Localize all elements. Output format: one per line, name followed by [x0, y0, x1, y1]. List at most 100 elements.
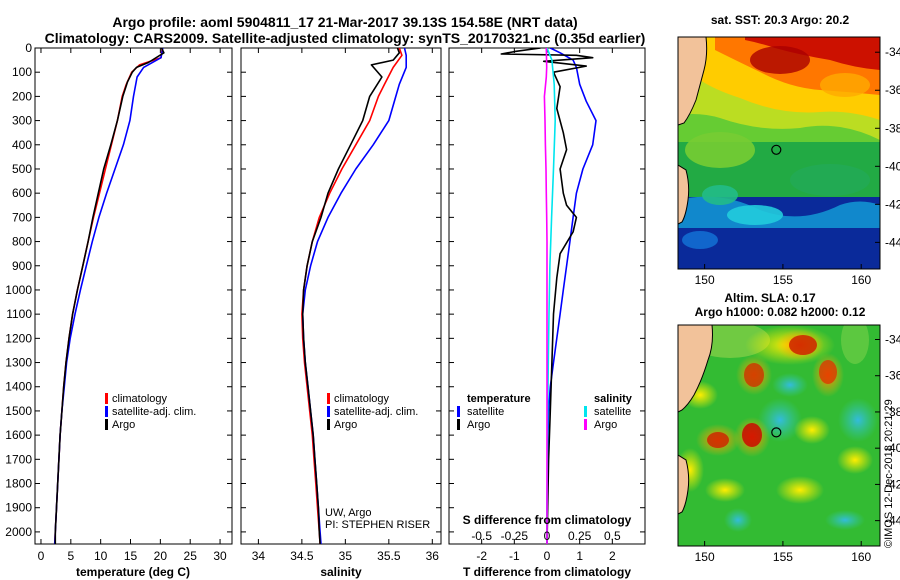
sla-map-frame: [677, 324, 881, 547]
depth-tick-label: 1600: [5, 428, 32, 442]
s-tick-label: 0: [544, 529, 551, 543]
salinity-panel-frame: [240, 47, 442, 545]
series-line-t-argo: [500, 48, 594, 544]
legend-mark-satellite: [105, 406, 108, 417]
salinity-panel-ticks: [241, 47, 441, 544]
x-tick-label: 25: [184, 549, 198, 563]
x-tick-label: 34: [252, 549, 266, 563]
depth-tick-label: 700: [12, 210, 32, 224]
t-difference-tick-labels: -2 -1 0 1 2: [476, 549, 616, 563]
legend-title-temperature: temperature: [467, 393, 531, 405]
lon-tick-label: 160: [851, 273, 871, 287]
s-tick-label: 0.25: [568, 529, 592, 543]
x-tick-label: 35: [339, 549, 353, 563]
x-tick-label: 1: [576, 549, 583, 563]
series-line-climatology: [53, 48, 163, 544]
credit-pi: PI: STEPHEN RISER: [325, 519, 430, 531]
legend-mark-climatology: [327, 393, 330, 404]
legend-label-s-satellite: satellite: [594, 406, 631, 418]
legend-mark-s-argo: [584, 419, 587, 430]
depth-tick-label: 200: [12, 89, 32, 103]
legend-label-satellite: satellite-adj. clim.: [334, 406, 418, 418]
depth-tick-label: 0: [25, 41, 32, 55]
legend-mark-s-satellite: [584, 406, 587, 417]
temperature-panel-ticks: [35, 47, 232, 544]
lon-tick-label: 150: [695, 550, 715, 564]
lon-tick-label: 150: [695, 273, 715, 287]
lat-tick-label: -44: [885, 514, 900, 528]
lat-tick-label: -34: [885, 332, 900, 346]
salinity-legend: climatology satellite-adj. clim. Argo: [327, 393, 418, 431]
legend-mark-t-argo: [457, 419, 460, 430]
lon-tick-label: 160: [851, 550, 871, 564]
legend-title-salinity: salinity: [594, 393, 633, 405]
sla-map: [678, 325, 880, 546]
depth-tick-label: 500: [12, 162, 32, 176]
difference-profiles: [500, 48, 597, 544]
legend-mark-argo: [105, 419, 108, 430]
title-line-2: Climatology: CARS2009. Satellite-adjuste…: [45, 30, 646, 46]
lat-tick-label: -38: [885, 405, 900, 419]
series-line-argo: [301, 48, 401, 544]
sla-map-ticks: -34 -36 -38 -40 -42 -44 150 155 160: [695, 332, 900, 564]
series-line-satellite-adj-clim: [301, 48, 408, 544]
sla-map-title-1: Altim. SLA: 0.17: [724, 291, 816, 305]
lat-tick-label: -36: [885, 83, 900, 97]
lon-tick-label: 155: [773, 550, 793, 564]
lat-tick-label: -36: [885, 369, 900, 383]
depth-tick-label: 600: [12, 186, 32, 200]
salinity-axis-label: salinity: [320, 565, 362, 579]
s-difference-axis-label: S difference from climatology: [463, 513, 632, 527]
legend-label-argo: Argo: [334, 419, 357, 431]
legend-label-climatology: climatology: [334, 393, 390, 405]
sla-map-title-2: Argo h1000: 0.082 h2000: 0.12: [695, 305, 866, 319]
sst-map: [678, 37, 880, 269]
x-tick-label: 5: [67, 549, 74, 563]
depth-tick-label: 1100: [6, 307, 32, 321]
difference-panel-ticks: [449, 47, 645, 544]
depth-tick-label: 1200: [5, 331, 32, 345]
sst-map-title: sat. SST: 20.3 Argo: 20.2: [711, 13, 850, 27]
depth-tick-label: 300: [12, 114, 32, 128]
depth-tick-label: 800: [12, 235, 32, 249]
depth-tick-label: 100: [12, 65, 32, 79]
depth-tick-labels: 0 100 200 300 400 500 600 700 800 900 1000 1100 1200…: [5, 41, 32, 539]
s-tick-label: -0.5: [471, 529, 492, 543]
difference-legend: temperature satellite Argo salinity sate…: [457, 393, 633, 431]
lat-tick-label: -42: [885, 197, 900, 211]
legend-mark-t-satellite: [457, 406, 460, 417]
x-tick-label: 35.5: [377, 549, 401, 563]
lat-tick-label: -44: [885, 235, 900, 249]
depth-tick-label: 400: [12, 138, 32, 152]
x-tick-label: 2: [609, 549, 616, 563]
legend-label-climatology: climatology: [112, 393, 168, 405]
legend-label-satellite: satellite-adj. clim.: [112, 406, 196, 418]
depth-tick-label: 900: [12, 259, 32, 273]
legend-label-t-satellite: satellite: [467, 406, 504, 418]
legend-label-t-argo: Argo: [467, 419, 490, 431]
x-tick-label: -1: [509, 549, 520, 563]
sla-float-marker: [771, 427, 782, 438]
depth-tick-label: 1800: [5, 477, 32, 491]
legend-mark-argo: [327, 419, 330, 430]
legend-label-s-argo: Argo: [594, 419, 617, 431]
depth-tick-label: 1900: [5, 501, 32, 515]
s-tick-label: -0.25: [501, 529, 529, 543]
x-tick-label: 36: [426, 549, 440, 563]
x-tick-label: 10: [94, 549, 108, 563]
series-line-s-argo: [543, 48, 548, 544]
depth-tick-label: 2000: [5, 525, 32, 539]
temperature-legend: climatology satellite-adj. clim. Argo: [105, 393, 196, 431]
x-tick-label: 0: [544, 549, 551, 563]
salinity-profiles: [301, 48, 408, 544]
series-line-argo: [54, 48, 165, 544]
t-difference-axis-label: T difference from climatology: [463, 565, 631, 579]
sst-float-marker: [771, 144, 782, 155]
temperature-axis-label: temperature (deg C): [76, 565, 190, 579]
depth-tick-label: 1300: [5, 356, 32, 370]
x-tick-label: 20: [154, 549, 168, 563]
lat-tick-label: -34: [885, 45, 900, 59]
s-difference-tick-labels: -0.5 -0.25 0 0.25 0.5: [471, 529, 621, 543]
depth-tick-label: 1000: [5, 283, 32, 297]
